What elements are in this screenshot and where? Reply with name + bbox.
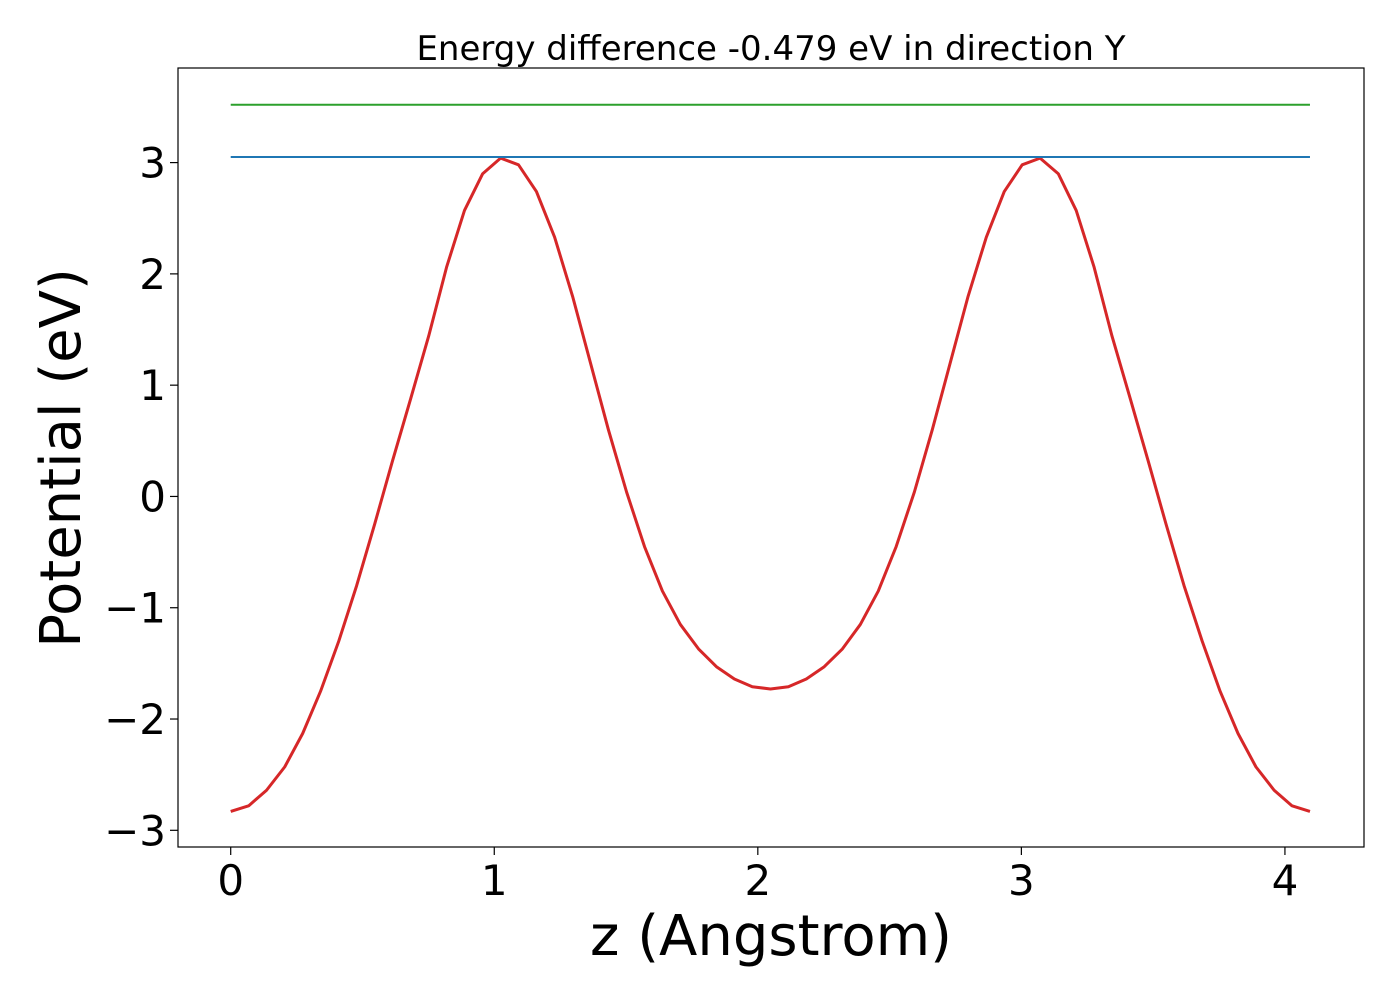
x-tick-label: 3 [1008,856,1035,905]
y-tick-label: −3 [104,806,166,855]
x-tick-label: 2 [744,856,771,905]
y-tick-label: 1 [139,361,166,410]
y-axis: −3 −2 −1 0 1 2 3 [104,139,178,855]
y-tick-label: 2 [139,250,166,299]
y-tick-label: 0 [139,472,166,521]
series-layer [230,103,1311,813]
x-tick-label: 1 [481,856,508,905]
y-axis-label: Potential (eV) [29,268,94,648]
y-tick-label: −1 [104,584,166,633]
y-tick-label: 3 [139,139,166,188]
x-axis-label: z (Angstrom) [590,904,952,969]
x-tick-label: 0 [217,856,244,905]
x-tick-label: 4 [1272,856,1299,905]
y-tick-label: −2 [104,695,166,744]
series-line-0 [230,156,1311,813]
x-axis: 0 1 2 3 4 [217,847,1298,905]
chart-title: Energy difference -0.479 eV in direction… [416,29,1125,69]
plot-area-frame [177,67,1365,848]
